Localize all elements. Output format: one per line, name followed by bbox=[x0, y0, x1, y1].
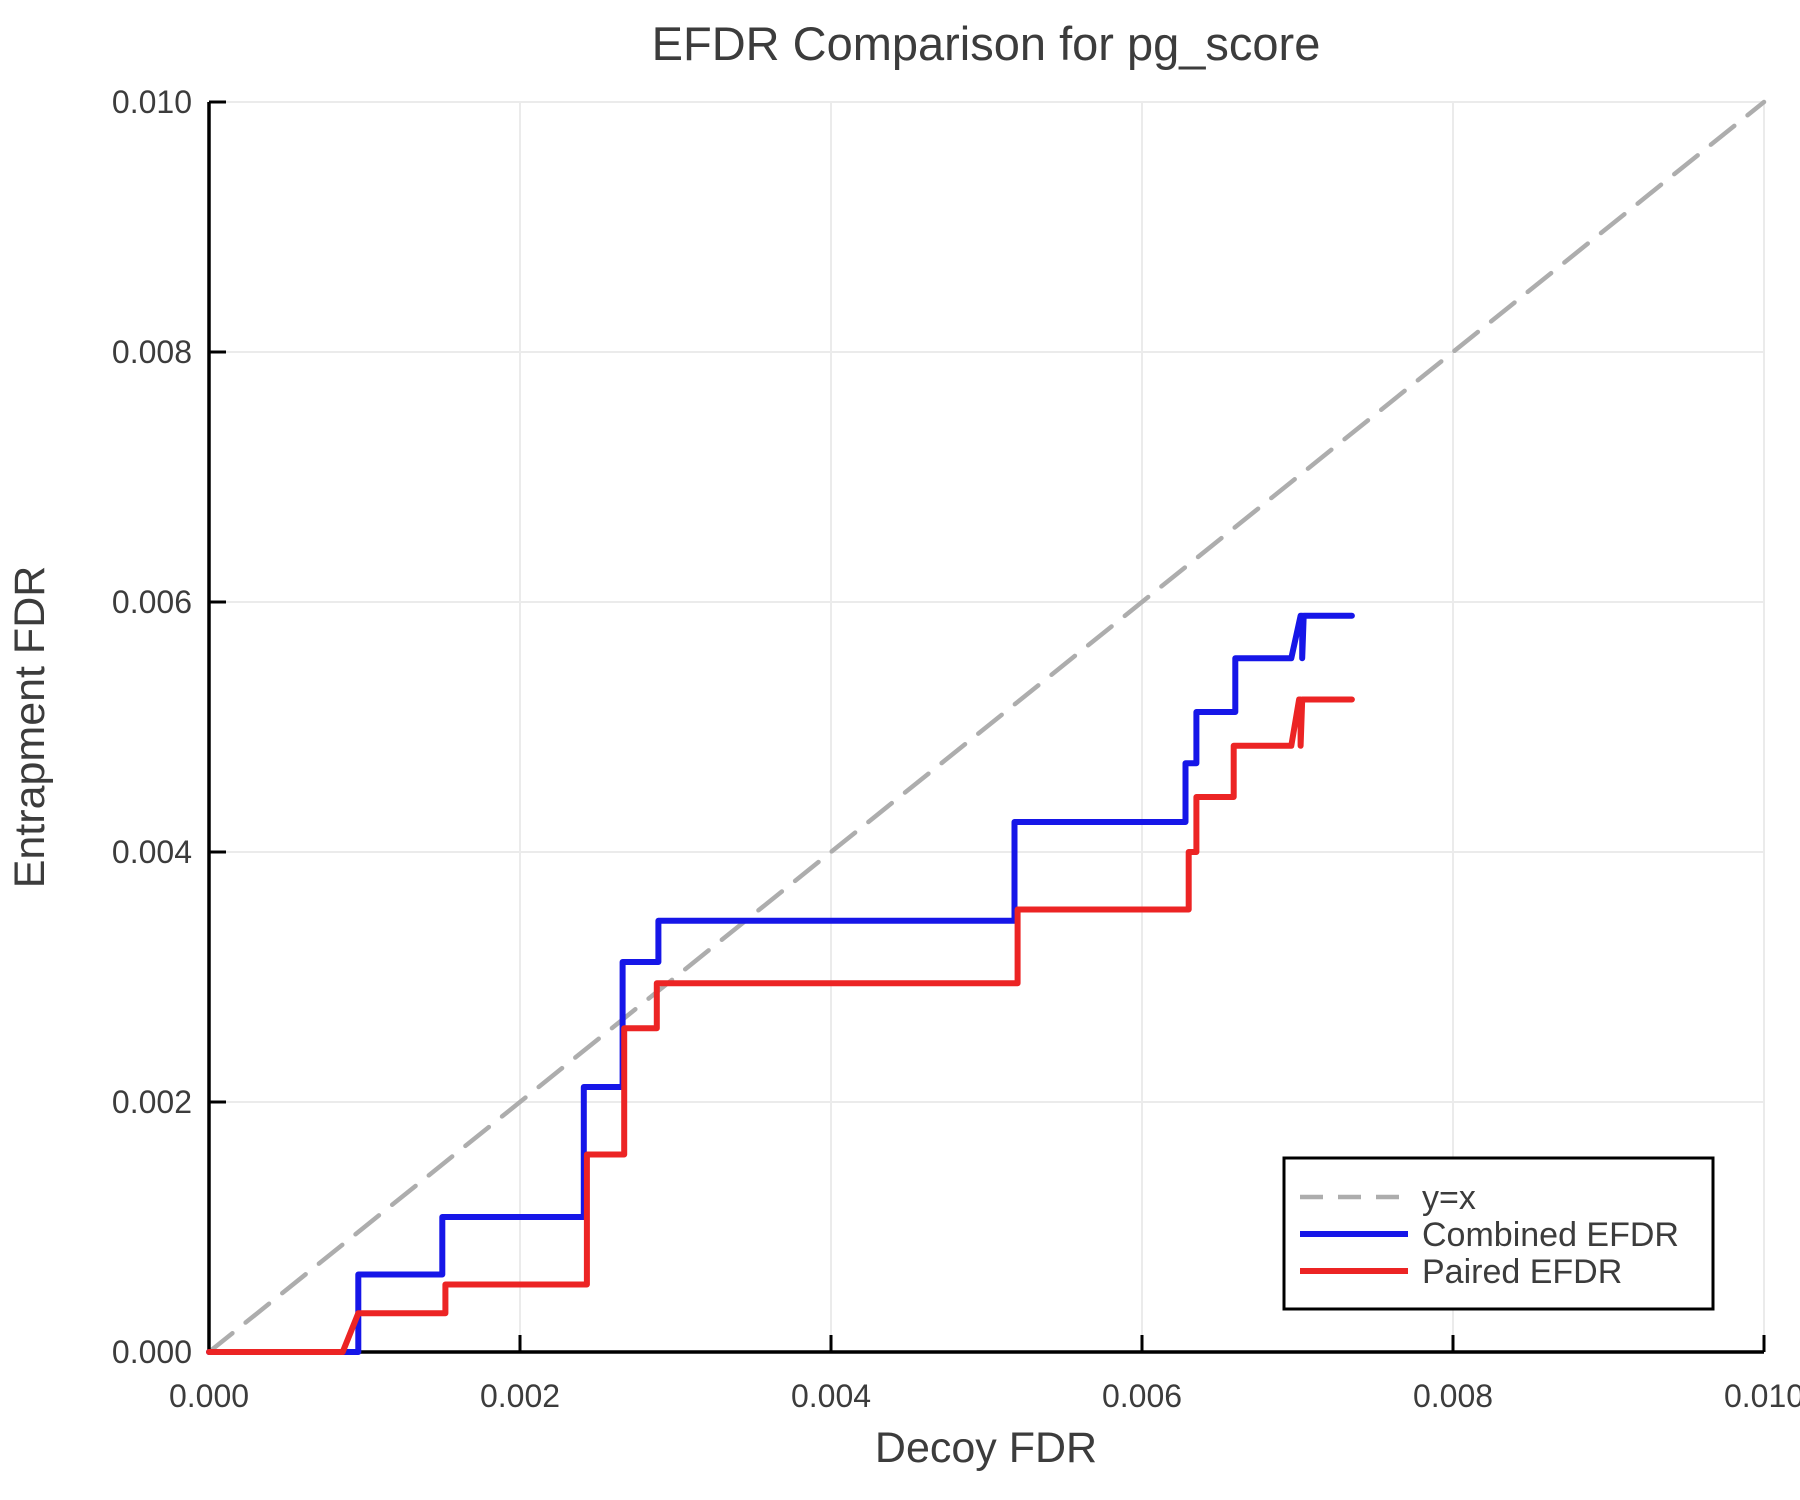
series-line-y-x bbox=[206, 99, 1767, 1355]
legend-label-combined-efdr: Combined EFDR bbox=[1422, 1216, 1679, 1254]
x-tick-label: 0.000 bbox=[169, 1378, 249, 1414]
y-tick-label: 0.000 bbox=[112, 1334, 192, 1370]
series-layer bbox=[206, 612, 1355, 1355]
y-tick-label: 0.010 bbox=[112, 84, 192, 120]
axis-spines bbox=[207, 102, 1764, 1354]
x-tick-label: 0.006 bbox=[1102, 1378, 1182, 1414]
x-tick-label: 0.008 bbox=[1413, 1378, 1493, 1414]
x-axis-label: Decoy FDR bbox=[875, 1424, 1097, 1472]
series-line-paired-efdr bbox=[206, 696, 1355, 1355]
series-line-combined-efdr bbox=[206, 612, 1355, 1355]
y-tick-label: 0.002 bbox=[112, 1084, 192, 1120]
x-tick-label: 0.010 bbox=[1724, 1378, 1800, 1414]
legend: y=x Combined EFDR Paired EFDR bbox=[1282, 1156, 1715, 1311]
chart-title: EFDR Comparison for pg_score bbox=[652, 17, 1321, 70]
legend-label-identity-line: y=x bbox=[1422, 1179, 1476, 1217]
x-tick-label: 0.002 bbox=[480, 1378, 560, 1414]
x-tick-label: 0.004 bbox=[791, 1378, 871, 1414]
y-tick-label: 0.004 bbox=[112, 834, 192, 870]
y-tick-label: 0.008 bbox=[112, 334, 192, 370]
identity-line-layer bbox=[206, 99, 1767, 1355]
tick-labels: 0.000 0.002 0.004 0.006 0.008 0.010 0.000 0.002… bbox=[112, 84, 1800, 1414]
legend-label-paired-efdr: Paired EFDR bbox=[1422, 1253, 1622, 1291]
y-axis-label: Entrapment FDR bbox=[6, 566, 54, 889]
y-tick-label: 0.006 bbox=[112, 584, 192, 620]
